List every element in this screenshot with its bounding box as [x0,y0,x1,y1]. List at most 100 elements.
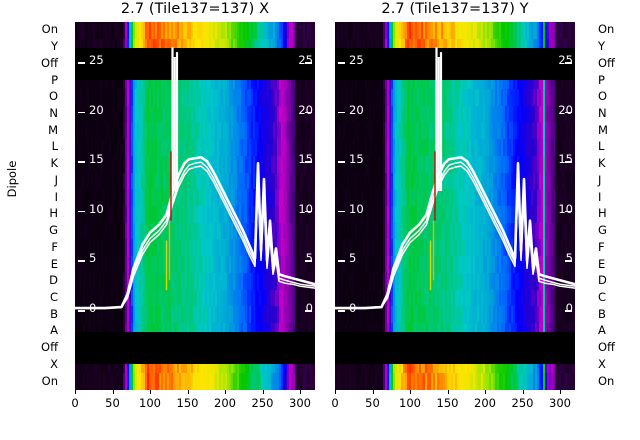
y-axis-label: Dipole [5,160,19,198]
inner-tick-label-right-5: 5 [305,251,313,266]
heatmap-panel-x[interactable]: 25 25 20 20 15 15 10 10 5 5 0 0 [75,22,315,390]
dipole-tick-right-1: Y [598,39,606,54]
dipole-tick-right-19: Off [598,340,615,355]
inner-tick-label-left-0: 0 [349,301,357,315]
heatmap-panel-y[interactable]: 25 25 20 20 15 15 10 10 5 5 0 0 [335,22,575,390]
inner-tick-label-left-25: 25 [89,53,104,67]
dipole-tick-left-7: L [51,139,58,154]
dipole-tick-left-2: Off [41,55,58,70]
inner-tick-mark-right-20 [305,111,312,114]
dipole-tick-right-4: O [598,89,608,104]
inner-tick-label-right-10: 10 [558,201,573,216]
inner-tick-label-right-15: 15 [298,152,313,167]
inner-tick-mark-left-20 [338,111,345,114]
inner-tick-mark-left-0 [338,310,345,312]
inner-tick-label-right-20: 20 [298,102,313,117]
inner-tick-label-left-20: 20 [349,102,364,117]
off-separator-band-1 [75,332,315,365]
dipole-tick-left-1: Y [50,39,58,54]
dipole-tick-right-12: G [598,223,607,238]
inner-tick-label-right-25: 25 [298,53,313,67]
inner-tick-mark-left-25 [78,62,85,64]
dipole-tick-left-17: B [50,306,58,321]
x-tick-mark-left-50 [112,390,114,394]
inner-tick-mark-left-20 [78,111,85,114]
dipole-tick-right-20: X [598,356,606,371]
x-tick-mark-right-150 [447,390,449,394]
x-tick-label-left-100: 100 [139,396,161,410]
trace-spectrum-trace-c [335,165,575,309]
dipole-tick-left-9: J [54,172,58,187]
categorical-axis-left: On Y Off P O N M L K J I H G F E D C B A Off X On [24,22,60,390]
dipole-tick-left-8: K [50,156,58,171]
inner-tick-mark-right-15 [305,161,312,163]
dipole-tick-left-18: A [50,323,58,338]
trace-spectrum-trace-b [335,161,575,309]
dipole-tick-right-0: On [598,22,615,37]
inner-tick-mark-left-5 [338,260,345,262]
dipole-tick-right-9: J [598,172,602,187]
x-tick-mark-right-0 [335,390,337,394]
dipole-tick-right-16: C [598,290,607,304]
inner-tick-mark-left-0 [78,310,85,312]
inner-tick-label-right-10: 10 [298,201,313,216]
trace-spectrum-trace-c [75,165,315,309]
panel-title-left: 2.7 (Tile137=137) X [120,1,270,17]
inner-tick-label-right-5: 5 [565,251,573,266]
x-tick-mark-right-250 [522,390,524,394]
x-tick-label-left-200: 200 [214,396,236,410]
dipole-tick-left-6: M [48,122,58,137]
x-tick-label-right-0: 0 [331,396,339,410]
dipole-tick-left-14: E [50,256,58,271]
dipole-tick-right-2: Off [598,55,615,70]
x-tick-label-left-50: 50 [105,396,120,410]
inner-tick-mark-left-15 [78,161,85,163]
dipole-tick-right-8: K [598,156,606,171]
inner-tick-label-right-15: 15 [558,152,573,167]
inner-tick-mark-right-0 [565,310,572,312]
dipole-tick-right-5: N [598,106,607,120]
dipole-tick-left-3: P [51,72,58,87]
inner-tick-mark-right-25 [305,62,312,64]
x-tick-label-right-200: 200 [474,396,496,410]
categorical-axis-right: On Y Off P O N M L K J I H G F E D C B A Off X On [596,22,632,390]
off-separator-band-0 [75,47,315,80]
inner-tick-label-left-10: 10 [349,201,364,216]
inner-tick-mark-left-10 [78,210,85,213]
dipole-tick-left-5: N [49,106,58,120]
inner-tick-label-right-25: 25 [558,53,573,67]
dipole-tick-right-15: D [598,273,607,288]
inner-tick-label-left-0: 0 [89,301,97,315]
dipole-tick-left-12: G [49,223,58,238]
trace-spectrum-trace-a [335,155,575,310]
dipole-tick-right-3: P [598,72,605,87]
x-tick-mark-left-100 [150,390,152,394]
dipole-tick-left-11: H [49,206,58,221]
x-tick-mark-left-200 [225,390,227,394]
inner-tick-mark-right-20 [565,111,572,114]
inner-tick-mark-left-10 [338,210,345,213]
x-tick-mark-right-200 [485,390,487,394]
x-tick-mark-right-50 [372,390,374,394]
inner-tick-mark-right-15 [565,161,572,163]
inner-tick-mark-left-5 [78,260,85,262]
dipole-tick-left-19: Off [41,340,58,355]
dipole-tick-right-21: On [598,373,615,388]
x-tick-label-right-50: 50 [365,396,380,410]
dipole-tick-left-0: On [41,22,58,37]
inner-tick-label-right-20: 20 [558,102,573,117]
x-tick-mark-right-100 [410,390,412,394]
inner-tick-label-right-0: 0 [305,301,313,315]
trace-spectrum-trace-a [75,155,315,310]
off-separator-band-0 [335,47,575,80]
inner-tick-label-left-15: 15 [89,152,104,167]
x-tick-label-left-250: 250 [251,396,274,410]
dipole-tick-left-15: D [49,273,58,288]
dipole-tick-left-16: C [49,290,58,304]
dipole-tick-left-21: On [41,373,58,388]
inner-tick-label-right-0: 0 [565,301,573,315]
dipole-tick-right-6: M [598,122,608,137]
inner-tick-mark-left-15 [338,161,345,163]
x-axis-right: 0 50 100 150 200 250 300 [331,390,575,430]
